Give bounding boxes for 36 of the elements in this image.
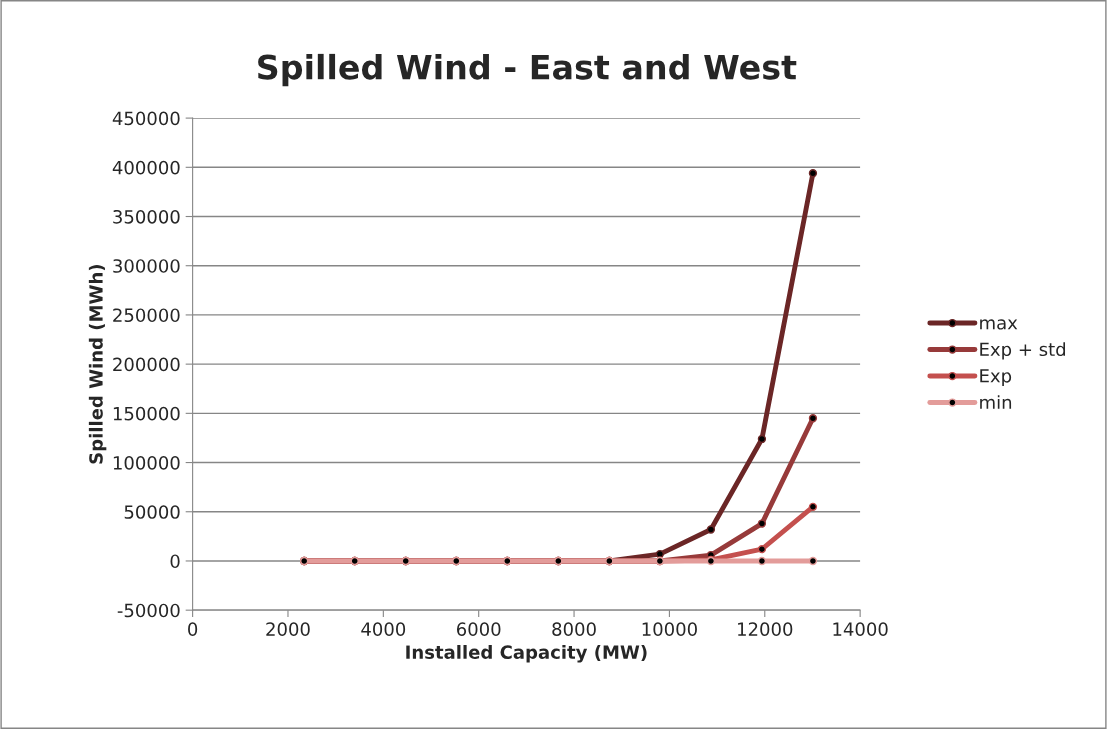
x-tick-label: 14000 [833,622,888,636]
x-tick-label: 0 [188,622,198,636]
y-tick-label: 300000 [113,259,180,273]
point [706,525,716,534]
y-tick-label: 50000 [124,505,180,519]
y-tick-label: 250000 [113,308,180,323]
y-tick-label: 0 [170,554,180,569]
point [808,556,818,566]
x-tick-label: 2000 [266,622,310,636]
x-tick-label: 4000 [361,622,406,636]
y-tick-label: 150000 [113,406,180,421]
x-tick-label: 10000 [642,622,697,636]
x-axis-title: Installed Capacity (MW) [406,645,647,663]
x-tick-label: 12000 [738,622,793,636]
y-tick-label: 350000 [113,209,180,224]
chart-title: Spilled Wind - East and West [258,53,797,87]
x-tick-label: 8000 [552,622,596,636]
point [808,169,818,178]
legend-label: min [980,395,1012,409]
y-tick-label: 400000 [112,160,180,175]
point [757,519,767,528]
point [757,544,767,554]
point [808,502,818,512]
y-tick-label: 200000 [113,357,180,372]
x-tick-label: 6000 [456,622,501,636]
y-tick-label: 450000 [112,111,180,126]
point [655,549,665,559]
legend-label: Exp [980,369,1012,387]
legend-label: max [980,319,1018,330]
y-axis-title: Spilled Wind (MWh) [88,265,107,464]
y-tick-label: -50000 [117,603,180,618]
legend-label: Exp + std [980,342,1066,360]
point [757,556,767,566]
point [808,414,818,423]
y-tick-label: 100000 [113,456,180,470]
point [757,434,767,444]
